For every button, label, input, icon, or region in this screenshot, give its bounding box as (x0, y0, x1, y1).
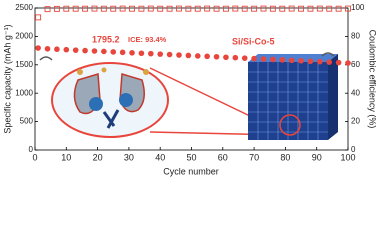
capacity-point (307, 58, 314, 65)
ce-point (326, 5, 333, 12)
capacity-point (101, 48, 107, 55)
capacity-point (54, 46, 60, 53)
capacity-point (232, 54, 239, 61)
capacity-point (166, 51, 173, 58)
capacity-point (204, 53, 210, 60)
ce-point (166, 5, 173, 12)
y2-tick-label: 60 (351, 60, 360, 69)
capacity-point (138, 50, 145, 57)
capacity-point (345, 60, 351, 66)
capacity-point (82, 47, 88, 54)
capacity-point (326, 59, 333, 65)
y-tick-label: 2000 (15, 32, 33, 41)
ce-point (119, 5, 126, 12)
ce-point (260, 5, 267, 12)
capacity-point (279, 57, 286, 63)
capacity-point (44, 45, 51, 52)
x-tick-label: 50 (186, 152, 196, 162)
y2-tick-label: 100 (351, 3, 365, 12)
y-tick-label: 1500 (15, 60, 33, 69)
capacity-point (110, 49, 117, 55)
x-tick-label: 70 (249, 152, 259, 162)
capacity-point (72, 47, 79, 53)
ce-point (194, 5, 201, 12)
capacity-point (35, 45, 41, 51)
x-tick-label: 80 (280, 152, 290, 162)
capacity-point (213, 53, 220, 60)
capacity-point (129, 50, 135, 56)
ce-point (213, 5, 220, 12)
ce-point (35, 14, 42, 21)
illustration (39, 52, 338, 140)
capacity-point (157, 51, 163, 57)
annotation: ICE: 93.4% (128, 35, 167, 44)
x-tick-label: 40 (155, 152, 165, 162)
ce-point (298, 5, 304, 12)
ce-point (345, 5, 351, 12)
ce-point (72, 5, 79, 12)
capacity-point (91, 48, 98, 54)
y-tick-label: 500 (20, 117, 34, 126)
ce-point (241, 5, 248, 12)
chart: Cycle number Specific capacity (mAh g⁻¹)… (2, 3, 378, 176)
ce-point (222, 5, 229, 12)
x-tick-label: 100 (340, 152, 355, 162)
y-axis-label: Specific capacity (mAh g⁻¹) (2, 24, 12, 133)
ce-point (110, 5, 117, 12)
ce-point (91, 5, 98, 12)
x-tick-label: 30 (124, 152, 134, 162)
capacity-point (260, 56, 267, 62)
ce-point (53, 5, 60, 12)
capacity-point (119, 49, 126, 56)
ce-point (44, 6, 51, 13)
capacity-point (270, 56, 276, 63)
ce-point (204, 5, 211, 12)
x-axis-label: Cycle number (163, 166, 219, 176)
ce-point (307, 5, 314, 12)
y2-axis-label: Coulombic efficiency (%) (368, 30, 378, 129)
capacity-point (317, 58, 323, 65)
x-tick-label: 10 (61, 152, 71, 162)
capacity-point (63, 46, 70, 53)
capacity-point (194, 53, 201, 59)
ce-point (63, 5, 70, 12)
y-tick-label: 0 (29, 145, 34, 154)
ce-point (316, 5, 323, 12)
x-tick-label: 0 (32, 152, 37, 162)
capacity-point (251, 55, 257, 62)
ce-point (100, 5, 107, 12)
y2-tick-label: 20 (351, 117, 360, 126)
ce-point (138, 5, 145, 12)
annotation: Si/Si-Co-5 (232, 36, 275, 46)
capacity-point (223, 54, 229, 61)
ce-point (176, 5, 182, 12)
ce-point (129, 5, 135, 12)
x-tick-label: 20 (93, 152, 103, 162)
y-tick-label: 1000 (15, 88, 33, 97)
ce-point (232, 5, 239, 12)
ce-point (147, 5, 154, 12)
annotation: 1795.2 (92, 34, 120, 44)
ce-point (157, 5, 164, 12)
y-tick-label: 2500 (15, 3, 33, 12)
x-tick-label: 60 (218, 152, 228, 162)
capacity-point (335, 59, 342, 66)
y2-tick-label: 40 (351, 88, 360, 97)
capacity-point (176, 52, 182, 58)
capacity-point (241, 55, 248, 61)
ce-point (288, 5, 295, 12)
capacity-point (288, 57, 295, 64)
ce-point (82, 5, 89, 12)
capacity-point (185, 52, 192, 59)
ce-point (269, 5, 276, 12)
y2-tick-label: 0 (351, 145, 356, 154)
capacity-point (298, 58, 304, 64)
capacity-point (148, 50, 154, 57)
ce-point (251, 5, 258, 12)
y2-tick-label: 80 (351, 32, 360, 41)
ce-point (335, 5, 342, 12)
ce-point (185, 5, 192, 12)
x-tick-label: 90 (312, 152, 322, 162)
ce-point (279, 5, 286, 12)
